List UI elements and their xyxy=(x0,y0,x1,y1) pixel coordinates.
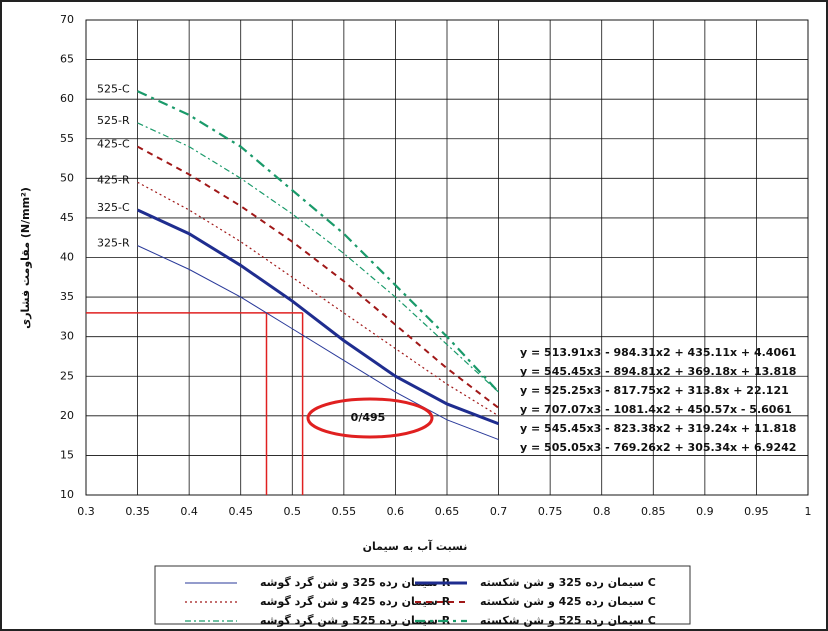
legend-label: سیمان رده 425 و شن شکسته C xyxy=(480,595,656,608)
x-tick-label: 0.9 xyxy=(696,505,714,518)
curve-tag: 325-R xyxy=(97,237,130,250)
y-tick-label: 55 xyxy=(60,132,74,145)
y-tick-label: 15 xyxy=(60,448,74,461)
series-line xyxy=(137,245,499,441)
series-line xyxy=(137,145,500,409)
highlight-text: 0/495 xyxy=(351,411,386,424)
equation: y = 545.45x3 - 823.38x2 + 319.24x + 11.8… xyxy=(520,422,796,435)
curve-tag: 325-C xyxy=(97,201,130,214)
curve-tag: 525-C xyxy=(97,82,130,95)
x-tick-label: 0.6 xyxy=(387,505,405,518)
equation: y = 513.91x3 - 984.31x2 + 435.11x + 4.40… xyxy=(520,346,796,359)
x-tick-label: 0.7 xyxy=(490,505,508,518)
equation: y = 525.25x3 - 817.75x2 + 313.8x + 22.12… xyxy=(520,384,789,397)
y-tick-label: 45 xyxy=(60,211,74,224)
series-line xyxy=(137,90,500,393)
legend-label: سیمان رده 525 و شن گرد گوشه R xyxy=(260,614,451,627)
x-axis-label: نسبت آب به سیمان xyxy=(363,539,468,553)
legend-label: سیمان رده 325 و شن شکسته C xyxy=(480,576,656,589)
x-tick-label: 0.8 xyxy=(593,505,611,518)
y-axis-label: مقاومت فشاری (N/mm²) xyxy=(19,187,32,329)
x-tick-label: 0.3 xyxy=(77,505,95,518)
y-tick-label: 70 xyxy=(60,13,74,26)
legend-label: سیمان رده 525 و شن شکسته C xyxy=(480,614,656,627)
y-tick-label: 50 xyxy=(60,171,74,184)
y-tick-label: 25 xyxy=(60,369,74,382)
x-tick-label: 0.4 xyxy=(180,505,198,518)
y-tick-label: 65 xyxy=(60,53,74,66)
curve-tag: 425-R xyxy=(97,173,130,186)
curve-tag: 525-R xyxy=(97,114,130,127)
curve-tag: 425-C xyxy=(97,138,130,151)
x-tick-label: 0.5 xyxy=(284,505,302,518)
legend xyxy=(154,565,691,625)
equation: y = 707.07x3 - 1081.4x2 + 450.57x - 5.60… xyxy=(520,403,792,416)
x-tick-label: 0.35 xyxy=(125,505,150,518)
y-tick-label: 40 xyxy=(60,251,74,264)
y-tick-label: 35 xyxy=(60,290,74,303)
equation: y = 545.45x3 - 894.81x2 + 369.18x + 13.8… xyxy=(520,365,796,378)
x-tick-label: 0.75 xyxy=(538,505,563,518)
x-tick-label: 0.85 xyxy=(641,505,666,518)
x-tick-label: 0.55 xyxy=(332,505,357,518)
x-tick-label: 0.95 xyxy=(744,505,769,518)
highlight-ellipse xyxy=(306,397,434,439)
x-tick-label: 1 xyxy=(805,505,812,518)
x-tick-label: 0.65 xyxy=(435,505,460,518)
series-line xyxy=(136,208,500,426)
legend-label: سیمان رده 425 و شن گرد گوشه R xyxy=(260,595,451,608)
x-tick-label: 0.45 xyxy=(228,505,253,518)
y-tick-label: 30 xyxy=(60,330,74,343)
equation: y = 505.05x3 - 769.26x2 + 305.34x + 6.92… xyxy=(520,441,796,454)
y-tick-label: 60 xyxy=(60,92,74,105)
y-tick-label: 10 xyxy=(60,488,74,501)
series-line xyxy=(137,122,499,393)
y-tick-label: 20 xyxy=(60,409,74,422)
legend-label: سیمان رده 325 و شن گرد گوشه R xyxy=(260,576,451,589)
